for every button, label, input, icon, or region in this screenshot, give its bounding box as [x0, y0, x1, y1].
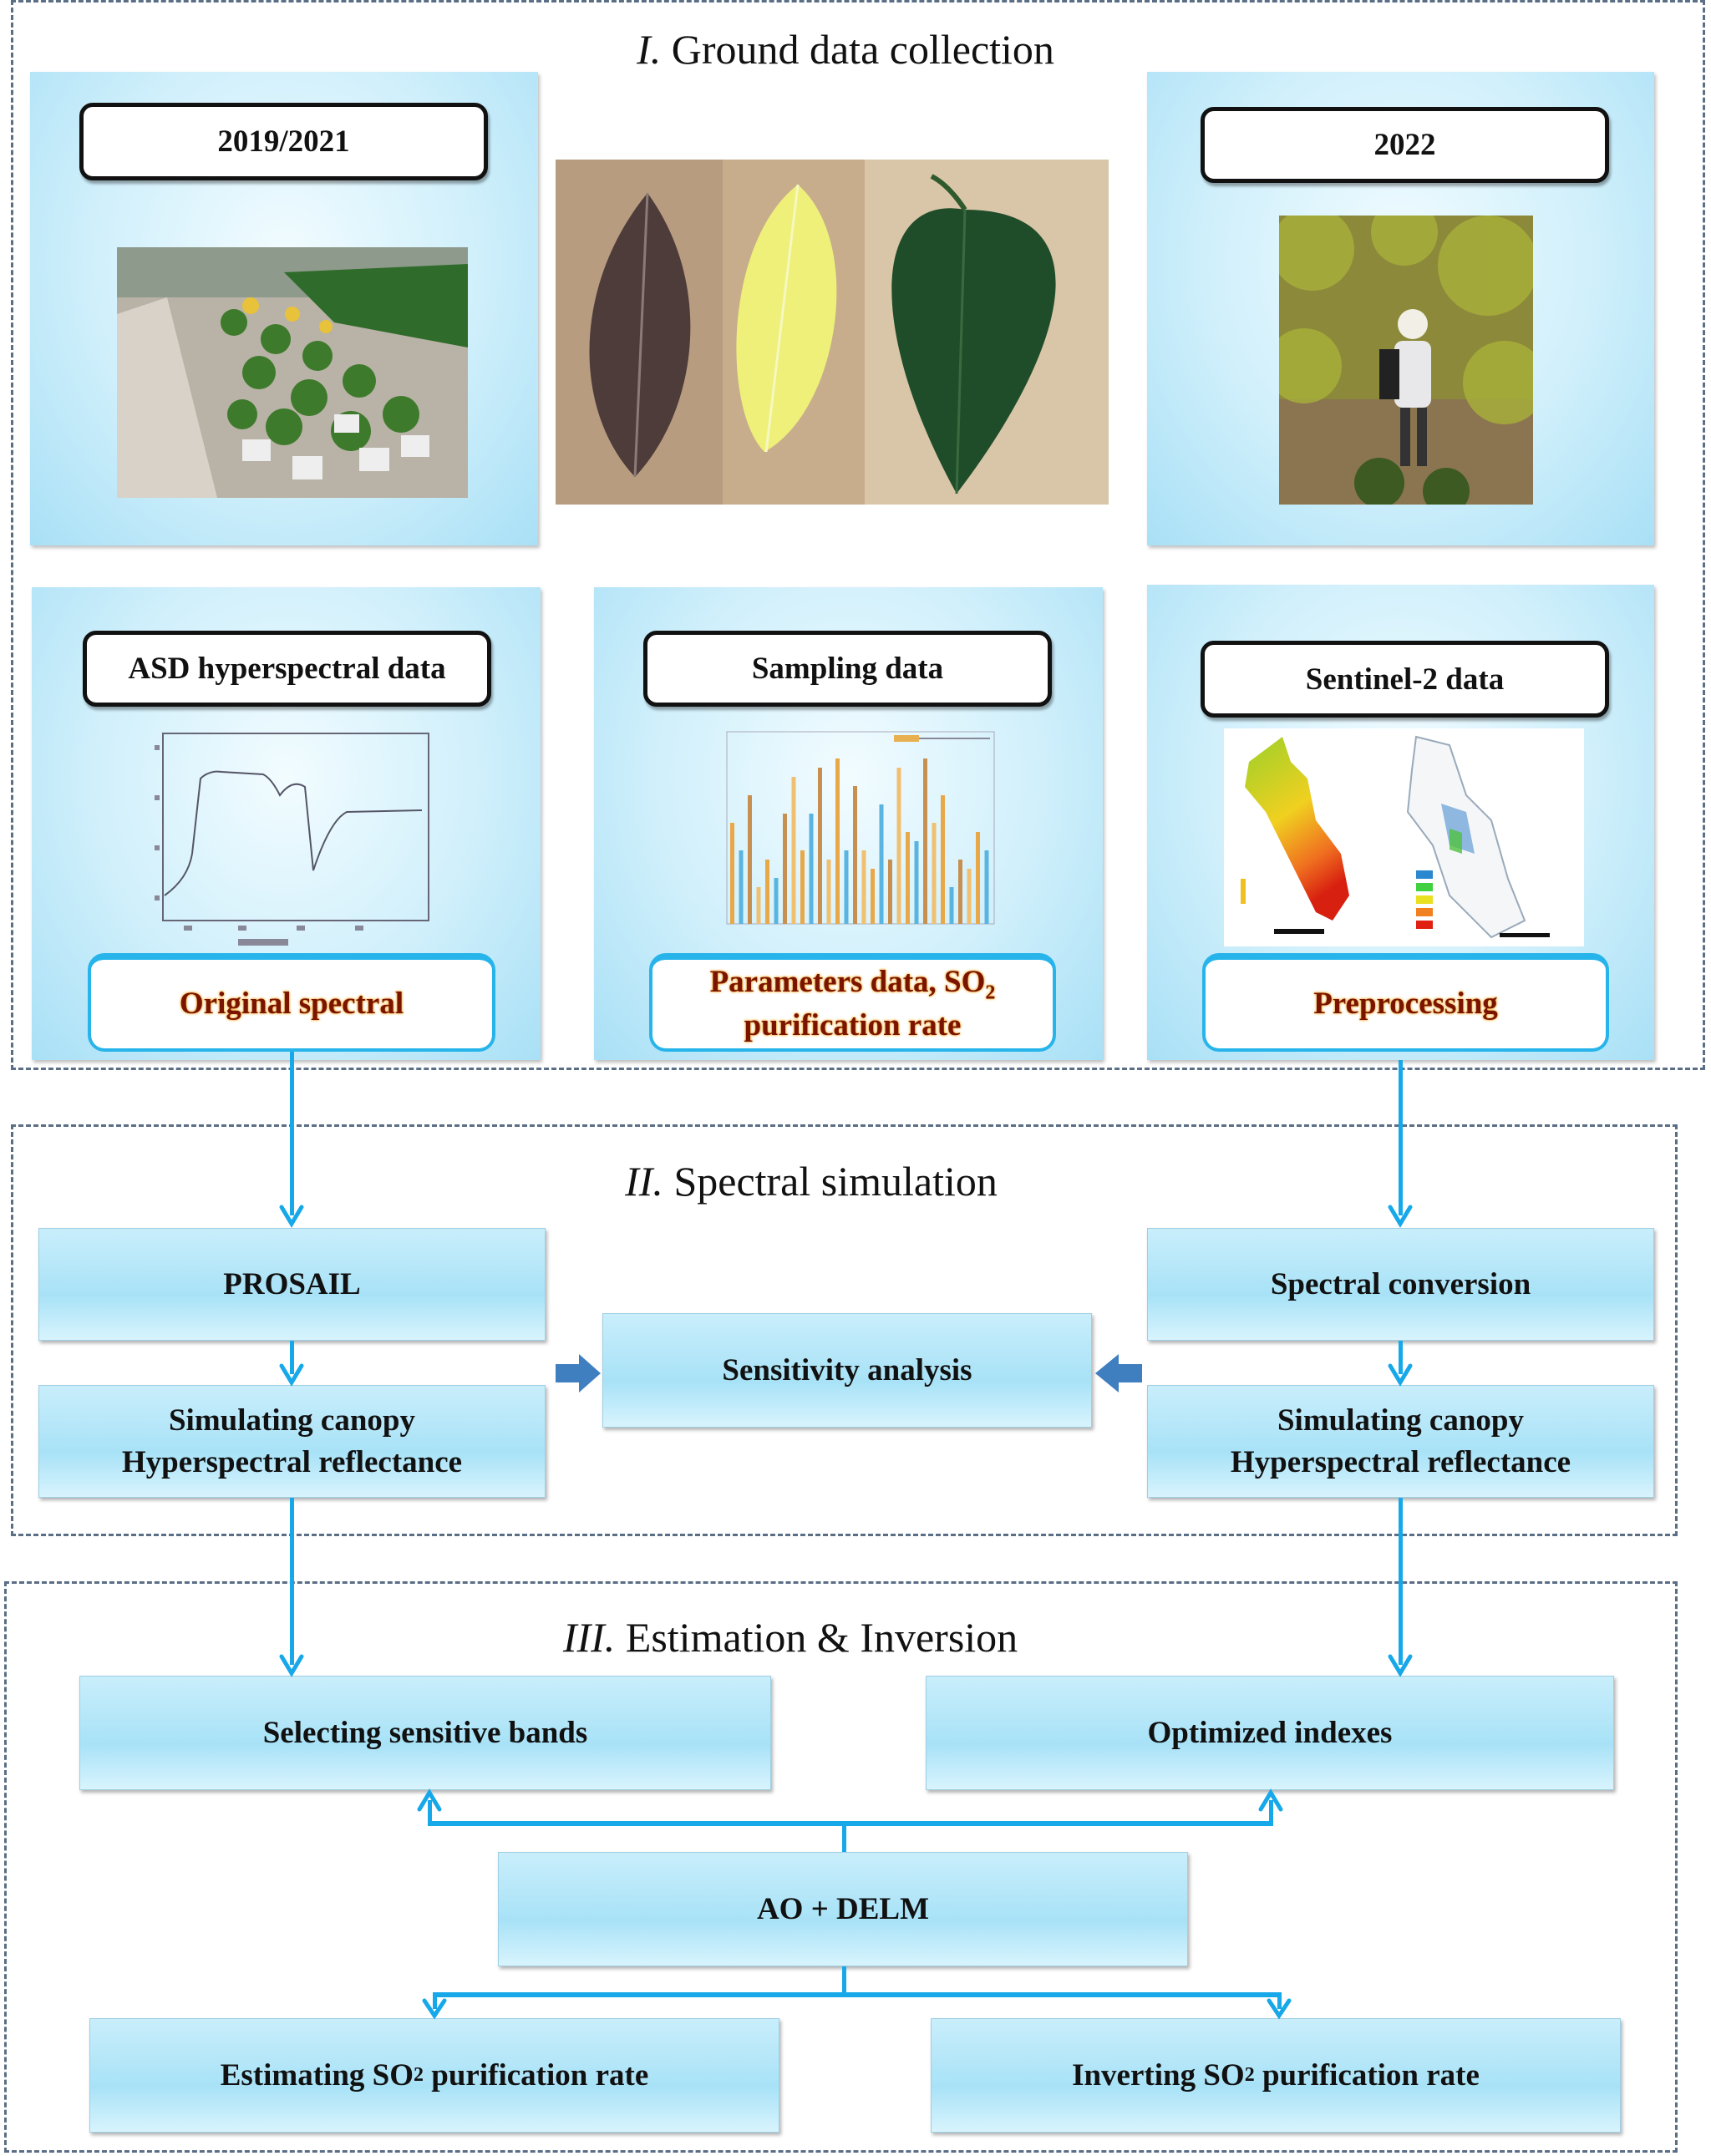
arrow-prosail-to-sim	[290, 1341, 294, 1374]
connector-bottom-horizontal	[433, 1992, 1282, 1997]
thumbnail-bar	[967, 869, 972, 924]
sentinel-maps	[1224, 728, 1584, 946]
parameters-data-box: Parameters data, SO2 purification rate	[649, 953, 1056, 1052]
section-estimation-inversion	[4, 1581, 1678, 2153]
sampling-data-label: Sampling data	[643, 631, 1052, 707]
arrowhead-down-icon	[422, 1998, 447, 2020]
prosail-box: PROSAIL	[38, 1228, 546, 1341]
ao-delm-box: AO + DELM	[498, 1852, 1188, 1966]
year-label-2019-2021: 2019/2021	[79, 103, 488, 180]
estimating-box: Estimating SO 2 purification rate	[89, 2018, 779, 2133]
block-arrow-left-icon	[1095, 1354, 1142, 1393]
arrowhead-down-icon	[1388, 1654, 1413, 1677]
simulating-canopy-left-box: Simulating canopy Hyperspectral reflecta…	[38, 1385, 546, 1498]
thumbnail-bar	[800, 850, 805, 924]
thumbnail-bar	[739, 850, 744, 924]
arrow-preprocessing-to-conversion	[1399, 1060, 1403, 1215]
arrowhead-down-icon	[1267, 1998, 1292, 2020]
arrowhead-down-icon	[1388, 1205, 1413, 1228]
leaf-samples-photo	[556, 160, 1109, 505]
section-title-estimation: III. Estimation & Inversion	[562, 1614, 1018, 1661]
section-ground-data-collection	[11, 0, 1705, 1070]
thumbnail-bar	[914, 841, 919, 924]
section-spectral-simulation	[11, 1124, 1678, 1536]
sim-right-line1: Simulating canopy	[1277, 1403, 1525, 1438]
thumbnail-bar	[949, 887, 954, 924]
thumbnail-bar	[853, 786, 857, 924]
thumbnail-bar	[844, 850, 849, 924]
connector-ao-up	[842, 1821, 846, 1852]
thumbnail-bar	[906, 832, 910, 924]
arrowhead-down-icon	[279, 1363, 304, 1387]
arrow-conversion-to-sim	[1399, 1341, 1403, 1374]
thumbnail-bar	[879, 804, 884, 924]
thumbnail-bar	[730, 823, 734, 924]
thumbnail-bar	[861, 850, 866, 924]
sampling-bar-chart	[702, 723, 1001, 949]
thumbnail-bar	[774, 878, 779, 924]
arrow-to-optimized	[1269, 1800, 1273, 1825]
arrow-to-estimating	[433, 1992, 437, 2009]
asd-spectrum-chart	[138, 728, 437, 949]
thumbnail-bar	[871, 869, 875, 924]
original-spectral-box: Original spectral	[88, 953, 495, 1052]
arrowhead-up-icon	[1258, 1788, 1283, 1812]
arrow-sim-right-to-optimized	[1399, 1498, 1403, 1665]
arrowhead-down-icon	[1388, 1363, 1413, 1387]
thumbnail-bar	[748, 795, 752, 924]
thumbnail-bar	[958, 860, 962, 924]
selecting-sensitive-bands-box: Selecting sensitive bands	[79, 1676, 771, 1790]
thumbnail-bar	[932, 823, 937, 924]
thumbnail-bar	[984, 850, 989, 924]
arrow-asd-to-prosail	[290, 1052, 294, 1215]
thumbnail-bar	[888, 860, 892, 924]
simulating-canopy-right-box: Simulating canopy Hyperspectral reflecta…	[1147, 1385, 1654, 1498]
field-survey-photo	[1279, 216, 1533, 505]
sim-left-line2: Hyperspectral reflectance	[121, 1444, 463, 1479]
connector-ao-down	[842, 1966, 846, 1996]
thumbnail-bar	[818, 768, 822, 924]
thumbnail-bar	[826, 860, 831, 924]
thumbnail-bar	[941, 795, 945, 924]
sim-left-line1: Simulating canopy	[168, 1403, 416, 1438]
year-label-2022: 2022	[1201, 107, 1609, 183]
parameters-data-line1: Parameters data, SO2	[709, 964, 996, 1004]
section-title-ground: I. Ground data collection	[637, 26, 1054, 73]
thumbnail-bar	[896, 768, 901, 924]
arrow-to-inverting	[1277, 1992, 1282, 2009]
arrowhead-up-icon	[417, 1788, 442, 1812]
inverting-box: Inverting SO 2 purification rate	[931, 2018, 1621, 2133]
block-arrow-right-icon	[556, 1354, 601, 1393]
thumbnail-bar	[756, 887, 761, 924]
arrow-sim-left-to-selecting	[290, 1498, 294, 1665]
connector-top-horizontal	[428, 1821, 1273, 1826]
sim-right-line2: Hyperspectral reflectance	[1230, 1444, 1571, 1479]
thumbnail-bar	[809, 814, 814, 924]
thumbnail-bar	[835, 758, 840, 924]
thumbnail-bar	[765, 860, 769, 924]
greenhouse-photo	[117, 247, 468, 498]
thumbnail-bar	[791, 777, 796, 924]
spectral-conversion-box: Spectral conversion	[1147, 1228, 1654, 1341]
thumbnail-bar	[976, 832, 980, 924]
asd-hyperspectral-data-label: ASD hyperspectral data	[83, 631, 491, 707]
thumbnail-bar	[923, 758, 927, 924]
sentinel-2-data-label: Sentinel-2 data	[1201, 641, 1609, 718]
parameters-data-line2: purification rate	[744, 1008, 962, 1043]
section-title-simulation: II. Spectral simulation	[625, 1158, 998, 1205]
sensitivity-analysis-box: Sensitivity analysis	[602, 1313, 1092, 1428]
preprocessing-box: Preprocessing	[1202, 953, 1609, 1052]
arrowhead-down-icon	[279, 1205, 304, 1228]
arrowhead-down-icon	[279, 1654, 304, 1677]
arrow-to-selecting	[428, 1800, 432, 1825]
optimized-indexes-box: Optimized indexes	[926, 1676, 1614, 1790]
thumbnail-bar	[783, 814, 787, 924]
